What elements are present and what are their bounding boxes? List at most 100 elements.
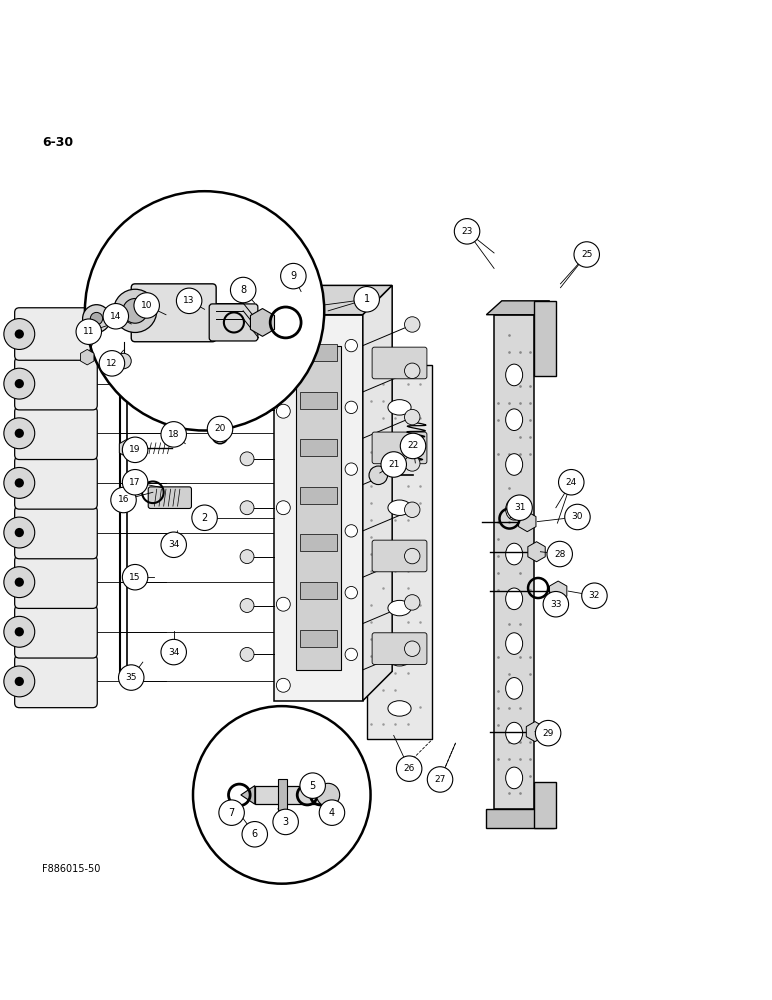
Circle shape: [85, 191, 324, 431]
Ellipse shape: [506, 454, 523, 475]
Text: 7: 7: [229, 808, 235, 818]
Polygon shape: [486, 809, 554, 828]
Text: 22: 22: [408, 441, 418, 450]
Bar: [300, 630, 337, 647]
Text: 15: 15: [130, 573, 141, 582]
Circle shape: [317, 783, 340, 806]
Bar: [494, 315, 534, 809]
Circle shape: [319, 800, 344, 825]
Circle shape: [405, 548, 420, 564]
Circle shape: [4, 666, 35, 697]
Text: 9: 9: [290, 271, 296, 281]
Circle shape: [103, 304, 128, 329]
Text: 16: 16: [118, 495, 129, 504]
Circle shape: [273, 809, 298, 835]
Circle shape: [405, 409, 420, 425]
Circle shape: [405, 595, 420, 610]
Text: 11: 11: [83, 327, 94, 336]
Circle shape: [4, 567, 35, 598]
Text: 18: 18: [168, 430, 179, 439]
Circle shape: [506, 495, 532, 520]
FancyBboxPatch shape: [15, 556, 97, 608]
FancyBboxPatch shape: [148, 487, 191, 508]
Circle shape: [381, 452, 407, 477]
Circle shape: [345, 401, 357, 414]
Ellipse shape: [506, 409, 523, 431]
Circle shape: [90, 312, 103, 325]
FancyBboxPatch shape: [15, 407, 97, 460]
Polygon shape: [274, 285, 392, 315]
Circle shape: [4, 368, 35, 399]
Text: 28: 28: [554, 550, 565, 559]
Circle shape: [191, 505, 218, 530]
Circle shape: [207, 416, 232, 442]
Ellipse shape: [506, 678, 523, 699]
Circle shape: [300, 773, 326, 798]
Bar: [274, 315, 363, 701]
Circle shape: [4, 616, 35, 647]
Circle shape: [427, 767, 452, 792]
FancyBboxPatch shape: [372, 633, 427, 664]
Circle shape: [405, 363, 420, 379]
Polygon shape: [363, 285, 392, 701]
Bar: [300, 487, 337, 504]
Circle shape: [15, 429, 24, 438]
Ellipse shape: [388, 701, 411, 716]
Circle shape: [345, 339, 357, 352]
Circle shape: [240, 501, 254, 515]
Circle shape: [369, 466, 388, 485]
Circle shape: [219, 800, 244, 825]
Circle shape: [15, 677, 24, 686]
Circle shape: [15, 528, 24, 537]
FancyBboxPatch shape: [372, 432, 427, 464]
Text: 8: 8: [240, 285, 246, 295]
Text: 20: 20: [215, 424, 225, 433]
Circle shape: [161, 422, 187, 447]
Circle shape: [240, 599, 254, 612]
Text: 4: 4: [329, 808, 335, 818]
Circle shape: [405, 456, 420, 471]
Polygon shape: [486, 301, 550, 315]
Circle shape: [4, 319, 35, 349]
Ellipse shape: [388, 550, 411, 566]
Circle shape: [345, 586, 357, 599]
FancyBboxPatch shape: [15, 457, 97, 509]
Text: 17: 17: [130, 478, 141, 487]
Circle shape: [454, 219, 479, 244]
Circle shape: [397, 756, 422, 781]
Ellipse shape: [506, 543, 523, 565]
Circle shape: [4, 467, 35, 498]
Circle shape: [276, 323, 290, 337]
Circle shape: [280, 263, 306, 289]
Circle shape: [123, 299, 147, 323]
Text: 10: 10: [141, 301, 152, 310]
Text: F886015-50: F886015-50: [42, 864, 101, 874]
Ellipse shape: [506, 364, 523, 386]
FancyBboxPatch shape: [209, 304, 258, 341]
FancyBboxPatch shape: [15, 308, 97, 360]
Circle shape: [240, 647, 254, 661]
Circle shape: [15, 627, 24, 636]
Circle shape: [161, 639, 187, 665]
Bar: [300, 439, 337, 456]
Bar: [300, 344, 337, 361]
Text: 31: 31: [514, 503, 525, 512]
FancyBboxPatch shape: [15, 357, 97, 410]
Ellipse shape: [388, 450, 411, 465]
Circle shape: [276, 404, 290, 418]
Bar: [300, 534, 337, 551]
Circle shape: [405, 317, 420, 332]
Bar: [300, 582, 337, 599]
Circle shape: [240, 550, 254, 564]
Bar: [296, 346, 340, 670]
Ellipse shape: [506, 767, 523, 789]
Bar: [534, 782, 556, 828]
Circle shape: [76, 319, 101, 344]
Circle shape: [400, 433, 426, 459]
Circle shape: [122, 470, 147, 495]
Text: 33: 33: [550, 600, 561, 609]
Circle shape: [240, 354, 254, 368]
Text: 26: 26: [404, 764, 415, 773]
Text: 2: 2: [201, 513, 208, 523]
Circle shape: [134, 293, 159, 318]
